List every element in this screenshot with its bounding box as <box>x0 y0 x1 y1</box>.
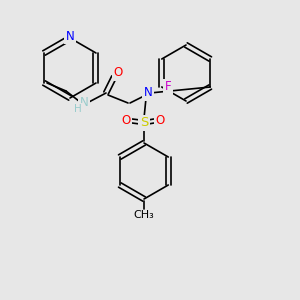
Text: S: S <box>140 116 148 130</box>
Text: F: F <box>164 80 171 94</box>
Text: O: O <box>122 115 130 128</box>
Text: O: O <box>113 67 123 80</box>
Text: H: H <box>74 104 82 114</box>
Text: N: N <box>80 97 88 110</box>
Text: O: O <box>113 67 123 80</box>
Text: N: N <box>66 29 74 43</box>
Text: N: N <box>66 29 74 43</box>
Text: N: N <box>144 86 152 100</box>
Text: CH₃: CH₃ <box>134 210 154 220</box>
Text: O: O <box>122 115 130 128</box>
Text: O: O <box>155 115 165 128</box>
Text: N: N <box>144 86 152 100</box>
Text: F: F <box>164 80 171 94</box>
Text: H: H <box>74 104 82 114</box>
Text: S: S <box>140 116 148 130</box>
Text: O: O <box>155 115 165 128</box>
Text: N: N <box>80 97 88 110</box>
